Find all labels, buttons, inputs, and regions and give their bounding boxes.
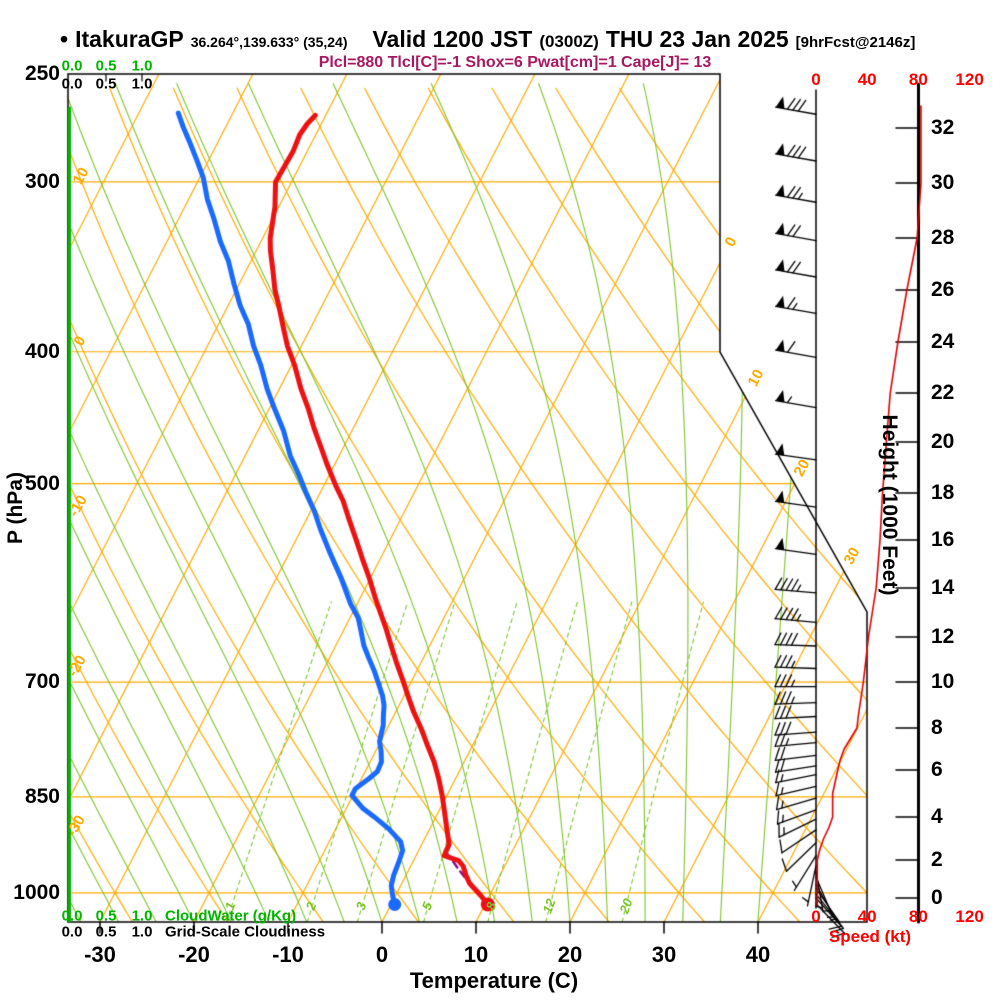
height-axis-title: Height (1000 Feet) — [878, 414, 901, 596]
valid-date: THU 23 Jan 2025 — [605, 26, 789, 52]
temperature-axis-title: Temperature (C) — [409, 968, 579, 993]
valid-time: Valid 1200 JST — [372, 26, 533, 52]
pressure-axis-title: P (hPa) — [4, 472, 27, 544]
title-bullet-icon: • — [60, 26, 69, 52]
cloudwater-axis-title: CloudWater (g/Kg) — [165, 907, 297, 925]
station-name: ItakuraGP — [75, 26, 184, 52]
speed-axis-title: Speed (kt) — [828, 927, 912, 946]
forecast-info: [9hrFcst@2146z] — [795, 34, 916, 51]
chart-title: • ItakuraGP 36.264°,139.633° (35,24) Val… — [60, 26, 980, 53]
valid-time-utc: (0300Z) — [539, 32, 599, 51]
station-coordinates: 36.264°,139.633° (35,24) — [190, 34, 348, 50]
stability-parameters-line: Plcl=880 Tlcl[C]=-1 Shox=6 Pwat[cm]=1 Ca… — [318, 54, 712, 71]
cloudiness-axis-title: Grid-Scale Cloudiness — [165, 923, 326, 941]
